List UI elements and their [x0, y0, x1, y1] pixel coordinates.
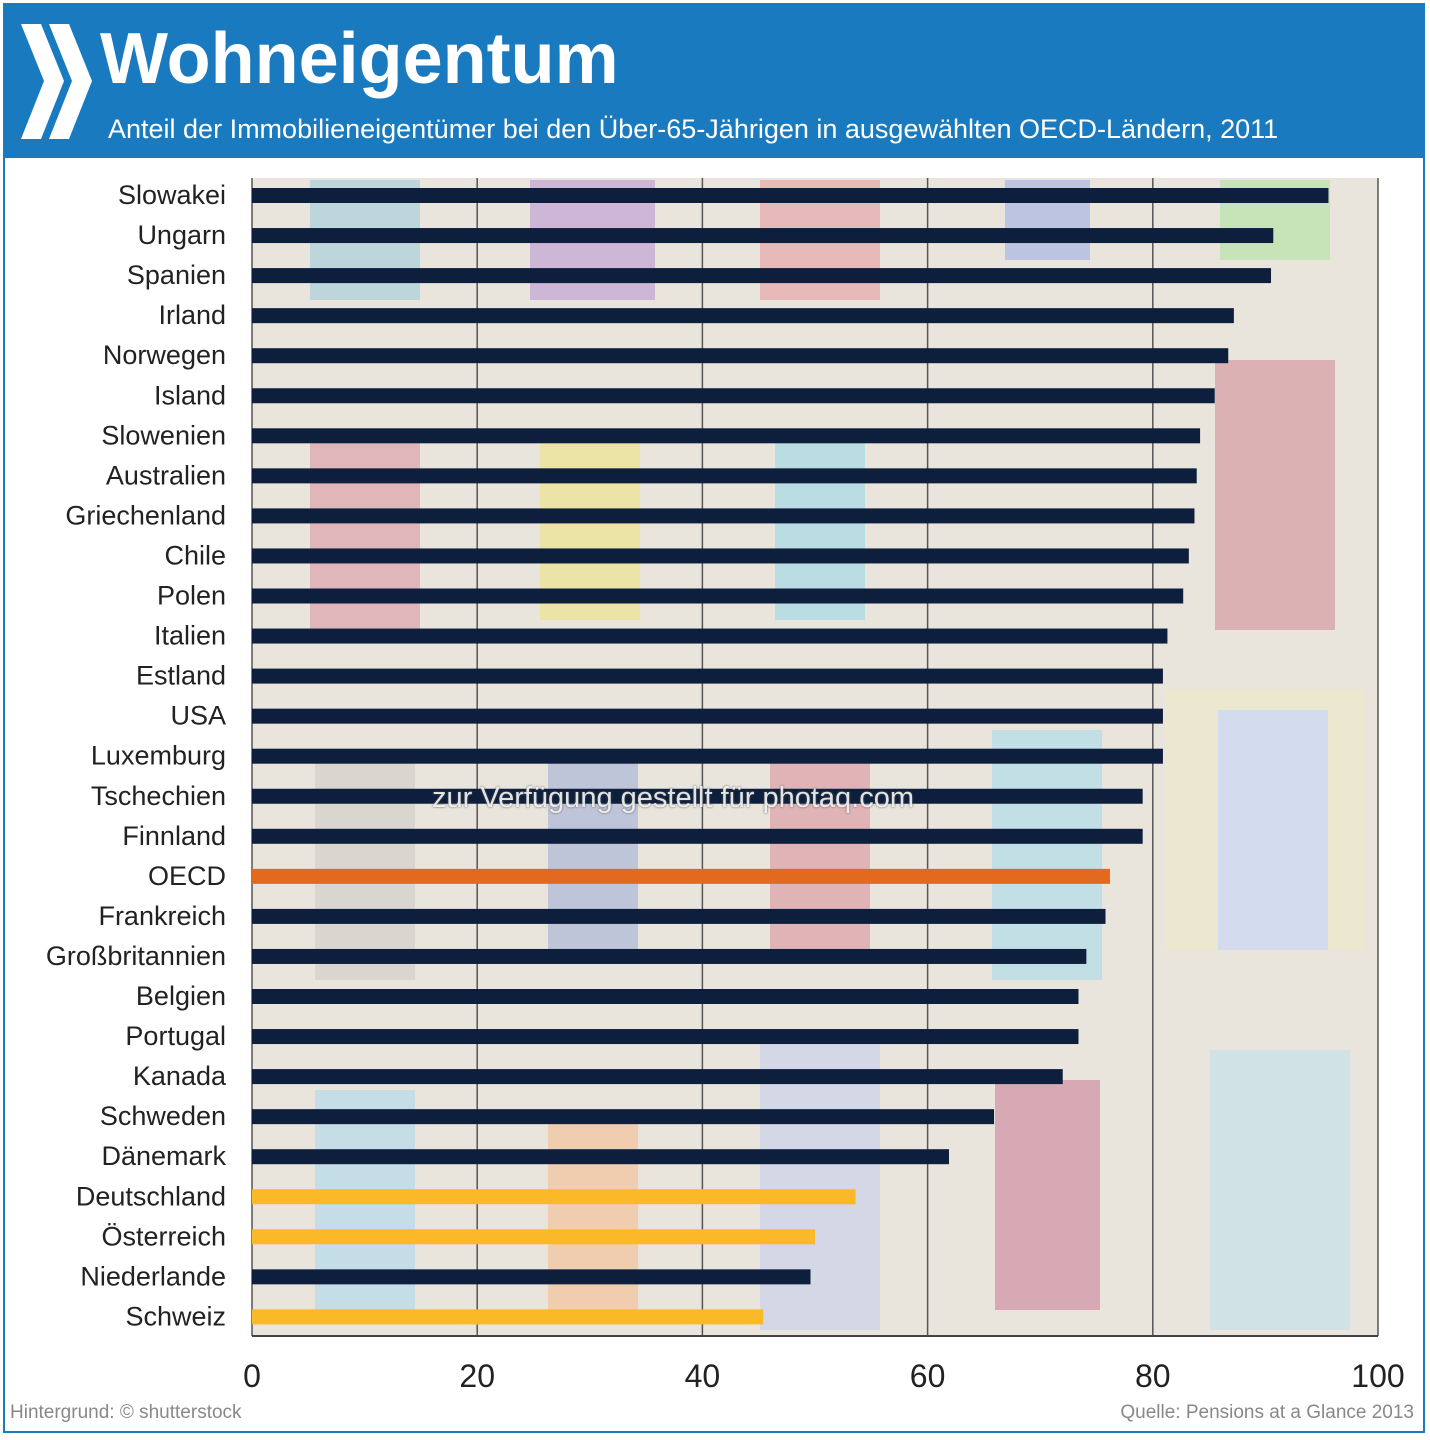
bar-österreich	[252, 1229, 815, 1245]
category-label: Deutschland	[76, 1181, 226, 1211]
category-label: Polen	[157, 581, 226, 611]
bar-portugal	[252, 1029, 1079, 1045]
category-label: Dänemark	[101, 1141, 226, 1171]
bar-deutschland	[252, 1189, 856, 1205]
category-label: Chile	[164, 540, 226, 570]
chart-frame	[3, 3, 1425, 1433]
bar-polen	[252, 588, 1184, 604]
header-banner: Wohneigentum Anteil der Immobilieneigent…	[5, 5, 1425, 158]
source-note: Quelle: Pensions at a Glance 2013	[1120, 1402, 1414, 1423]
category-label: Italien	[154, 621, 226, 651]
bar-finnland	[252, 828, 1143, 844]
bar-griechenland	[252, 508, 1195, 524]
background-door-decoration	[1218, 710, 1328, 950]
bar-schweiz	[252, 1309, 764, 1325]
background-door-decoration	[995, 1080, 1100, 1310]
category-label: Portugal	[125, 1021, 226, 1051]
bar-slowakei	[252, 188, 1329, 203]
category-label: Kanada	[133, 1061, 227, 1091]
bar-norwegen	[252, 348, 1229, 364]
bar-niederlande	[252, 1269, 811, 1285]
bar-usa	[252, 708, 1163, 724]
bar-ungarn	[252, 228, 1274, 244]
bar-luxemburg	[252, 748, 1163, 764]
category-label: Niederlande	[80, 1261, 226, 1291]
background-door-decoration	[1210, 1050, 1350, 1330]
bar-australien	[252, 468, 1197, 484]
bar-großbritannien	[252, 948, 1087, 964]
category-label: Ungarn	[137, 220, 226, 250]
category-label: Norwegen	[103, 340, 226, 370]
category-label: USA	[170, 701, 226, 731]
bar-estland	[252, 668, 1163, 684]
category-label: Finnland	[122, 821, 226, 851]
bar-dänemark	[252, 1149, 949, 1165]
category-label: Schweden	[100, 1101, 226, 1131]
category-label: Spanien	[127, 260, 226, 290]
x-tick-label: 100	[1351, 1358, 1404, 1394]
bar-spanien	[252, 268, 1272, 284]
category-label: Griechenland	[65, 500, 226, 530]
category-label: Großbritannien	[46, 941, 226, 971]
bar-belgien	[252, 989, 1079, 1004]
x-tick-label: 20	[459, 1358, 495, 1394]
category-label: OECD	[148, 861, 226, 891]
category-label: Luxemburg	[91, 741, 226, 771]
category-label: Slowakei	[118, 180, 226, 210]
category-label: Frankreich	[98, 901, 226, 931]
bar-irland	[252, 308, 1234, 324]
background-credit: Hintergrund: © shutterstock	[10, 1402, 242, 1423]
watermark: zur Verfügung gestellt für photaq.com	[432, 782, 915, 814]
category-label: Tschechien	[91, 781, 226, 811]
x-tick-label: 0	[243, 1358, 261, 1394]
oecd-chevron-logo-icon	[21, 24, 92, 139]
bar-kanada	[252, 1069, 1063, 1085]
bar-oecd	[252, 868, 1111, 884]
bar-chile	[252, 548, 1189, 564]
x-tick-label: 60	[910, 1358, 946, 1394]
bar-frankreich	[252, 908, 1106, 924]
category-label: Australien	[106, 460, 226, 490]
background-door-decoration	[1215, 360, 1335, 630]
x-tick-label: 40	[685, 1358, 721, 1394]
category-label: Slowenien	[101, 420, 226, 450]
category-label: Irland	[158, 300, 226, 330]
category-label: Belgien	[136, 981, 226, 1011]
bar-island	[252, 388, 1215, 404]
chart-title: Wohneigentum	[100, 19, 619, 99]
category-label: Schweiz	[125, 1301, 226, 1331]
category-label: Island	[154, 380, 226, 410]
bar-italien	[252, 628, 1168, 644]
bar-tschechien	[252, 788, 1143, 804]
category-label: Estland	[136, 661, 226, 691]
chart-subtitle: Anteil der Immobilieneigentümer bei den …	[108, 114, 1279, 144]
category-label: Österreich	[101, 1221, 226, 1251]
background-door-decoration	[315, 1090, 415, 1320]
x-tick-label: 80	[1135, 1358, 1171, 1394]
bar-schweden	[252, 1109, 995, 1125]
background-door-decoration	[992, 730, 1102, 980]
bar-slowenien	[252, 428, 1201, 444]
